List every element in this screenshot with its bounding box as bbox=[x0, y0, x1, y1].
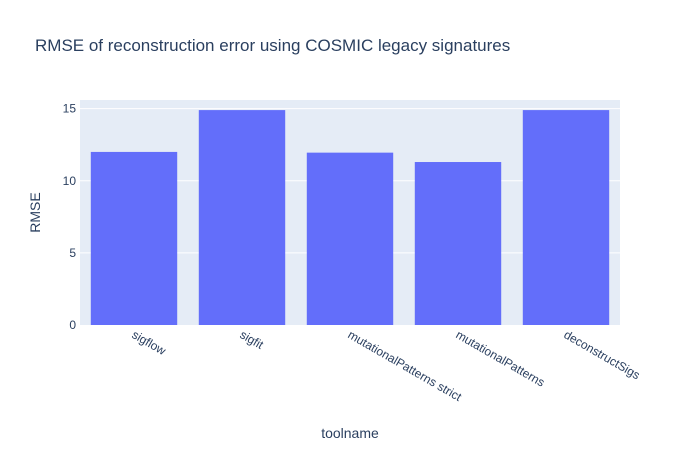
bars bbox=[90, 110, 610, 325]
x-tick-label: deconstructSigs bbox=[562, 327, 643, 382]
x-tick-label: sigflow bbox=[130, 327, 169, 358]
x-axis-title: toolname bbox=[321, 425, 379, 441]
bar-deconstructSigs bbox=[522, 110, 610, 325]
y-tick-label: 10 bbox=[63, 174, 77, 188]
bar-sigfit bbox=[198, 110, 286, 325]
x-tick-label: mutationalPatterns bbox=[454, 327, 548, 389]
bar-sigflow bbox=[90, 151, 178, 325]
bar-mutationalPatterns bbox=[414, 162, 502, 325]
chart-title: RMSE of reconstruction error using COSMI… bbox=[35, 36, 510, 55]
y-tick-label: 15 bbox=[63, 102, 77, 116]
x-axis-ticks: sigflow sigfit mutationalPatterns strictmu… bbox=[130, 327, 643, 404]
bar-mutationalPatterns-strict bbox=[306, 152, 394, 325]
y-tick-label: 5 bbox=[69, 246, 76, 260]
y-axis-title: RMSE bbox=[27, 192, 43, 232]
y-tick-label: 0 bbox=[69, 318, 76, 332]
x-tick-label: mutationalPatterns strict bbox=[346, 327, 465, 404]
x-tick-label: sigfit bbox=[238, 327, 267, 352]
y-axis-ticks: 0 5 10 15 bbox=[63, 102, 77, 332]
